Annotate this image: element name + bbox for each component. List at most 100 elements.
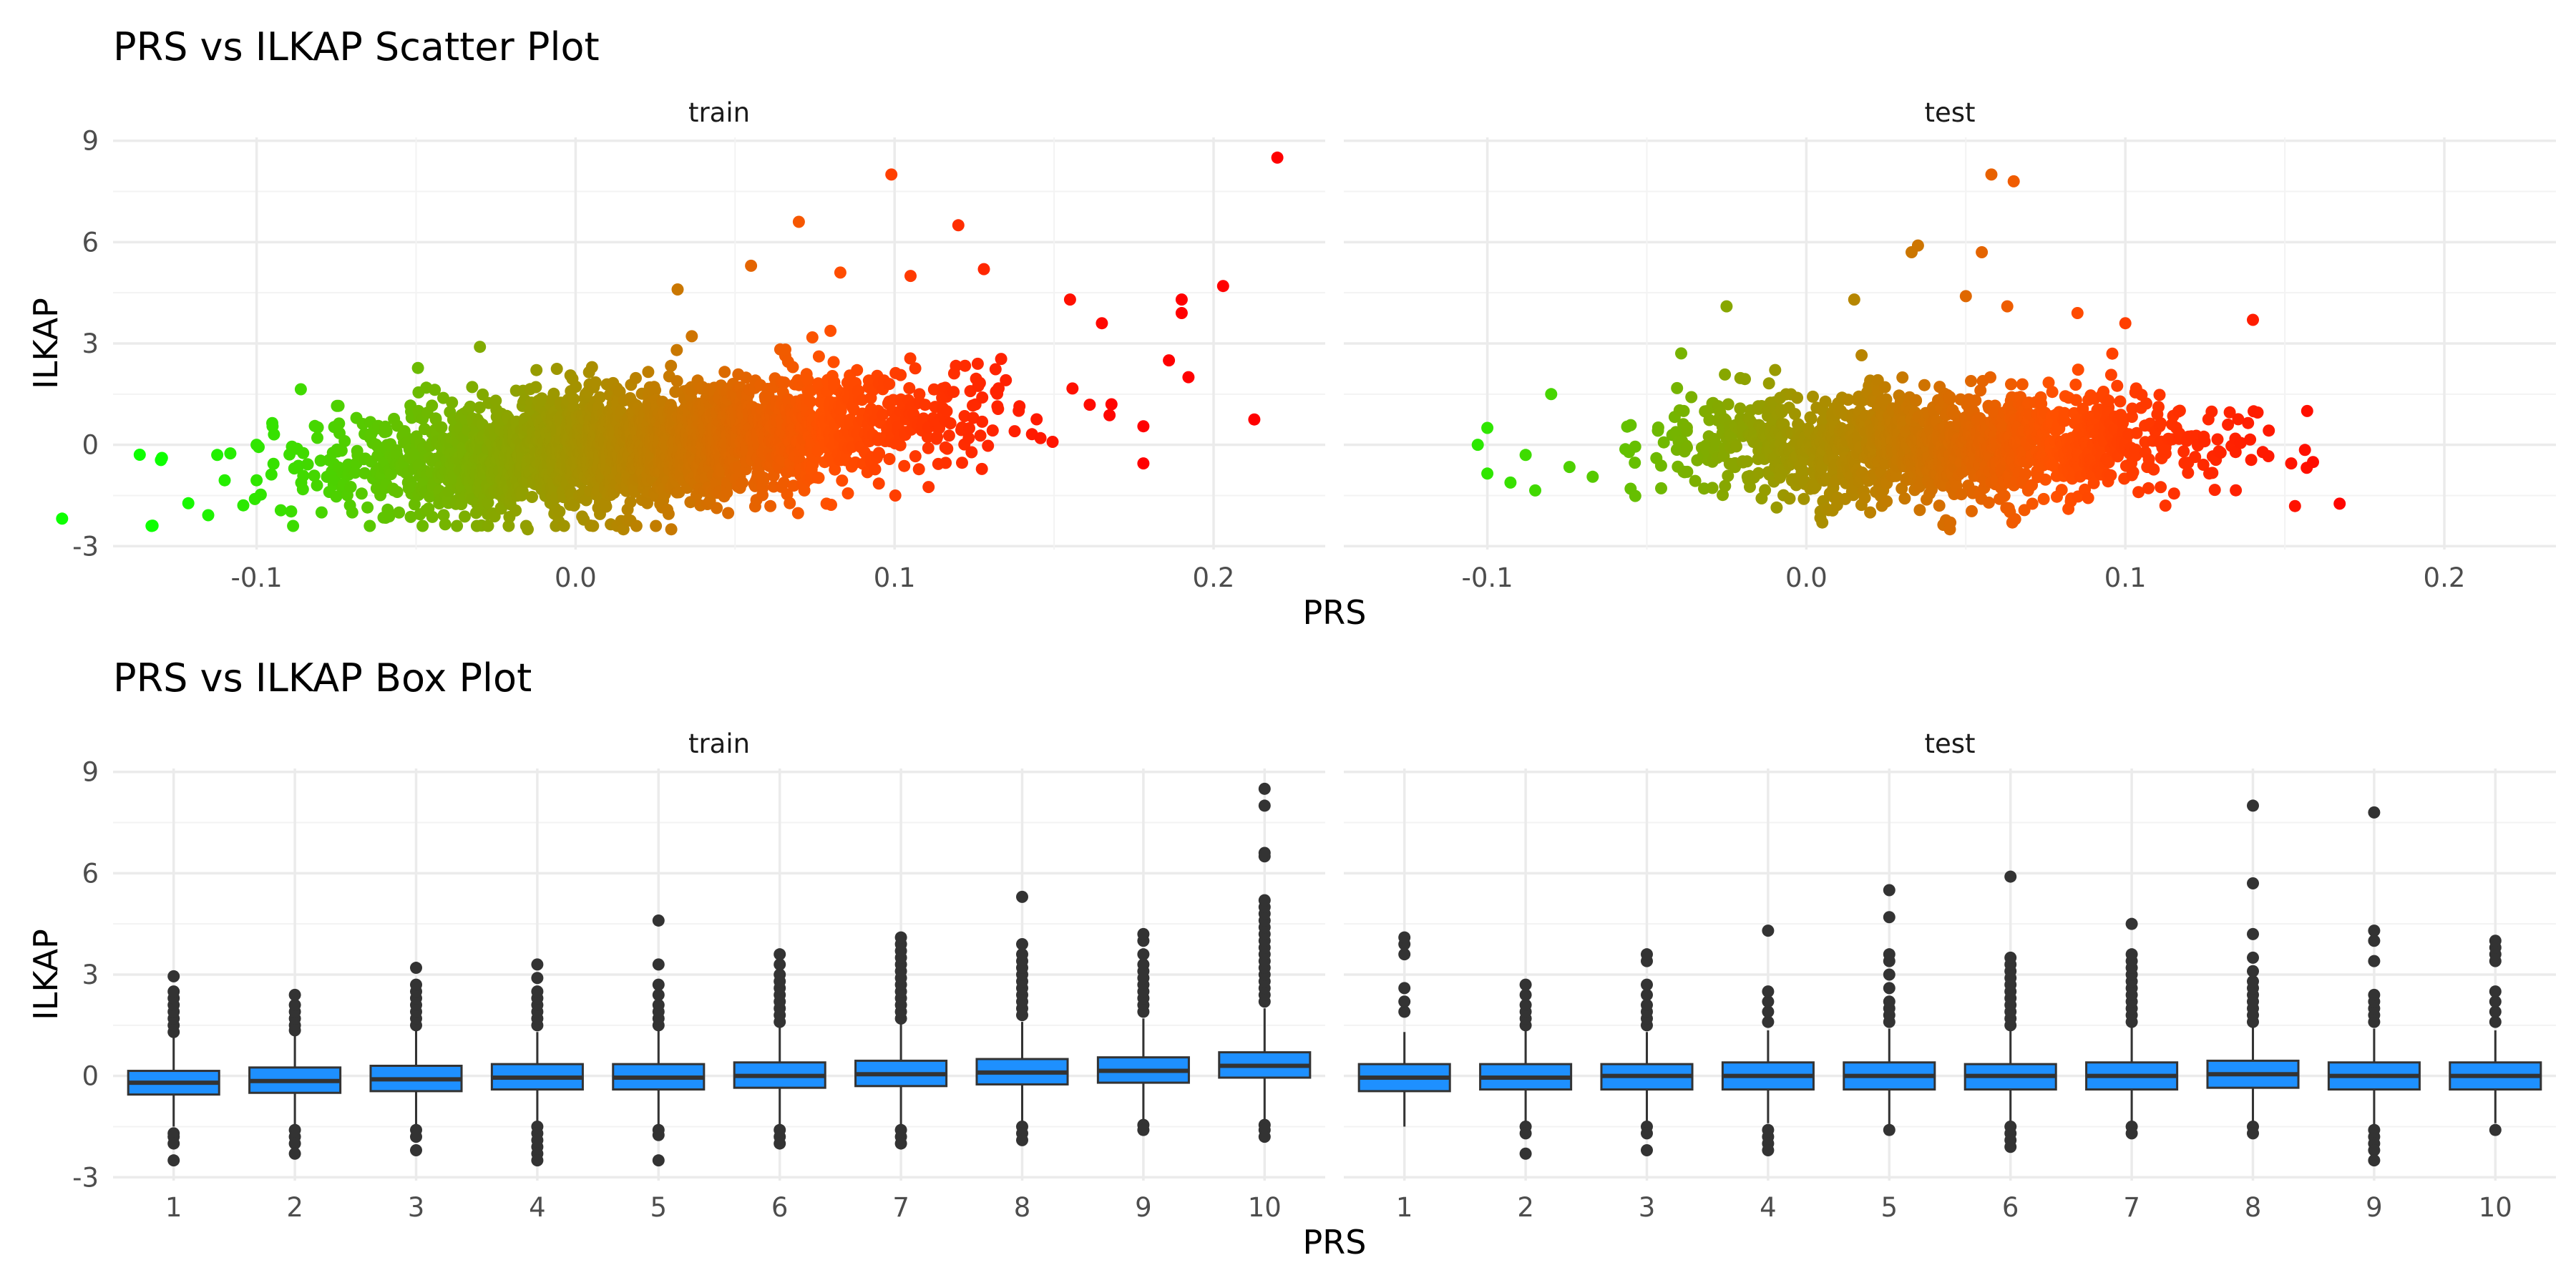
scatter-point bbox=[662, 507, 675, 520]
scatter-point bbox=[2104, 369, 2117, 381]
scatter-point bbox=[311, 421, 324, 434]
box-outlier bbox=[1398, 931, 1411, 944]
scatter-point bbox=[2152, 401, 2165, 414]
scatter-point bbox=[346, 506, 358, 519]
scatter-point bbox=[2001, 300, 2014, 313]
scatter-point bbox=[348, 467, 361, 479]
scatter-point bbox=[827, 356, 840, 369]
scatter-point bbox=[940, 405, 953, 418]
scatter-point bbox=[798, 484, 811, 497]
scatter-point bbox=[2069, 379, 2082, 391]
scatter-point bbox=[1985, 168, 1998, 181]
scatter-point bbox=[877, 408, 889, 421]
scatter-point bbox=[671, 283, 684, 296]
scatter-point bbox=[2298, 444, 2311, 457]
scatter-point bbox=[308, 469, 321, 482]
scatter-point bbox=[553, 505, 566, 518]
scatter-point bbox=[2208, 484, 2221, 497]
box-outlier bbox=[167, 1137, 180, 1150]
box-outlier bbox=[288, 988, 301, 1001]
scatter-point bbox=[182, 497, 195, 509]
box-outlier bbox=[2247, 951, 2259, 964]
scatter-point bbox=[344, 481, 357, 493]
scatter-point bbox=[2142, 482, 2155, 494]
scatter-point bbox=[296, 483, 309, 496]
box-x-tick-label: 8 bbox=[1014, 1192, 1031, 1223]
scatter-point bbox=[1878, 381, 1891, 394]
box-outlier bbox=[1258, 799, 1271, 812]
box-outlier bbox=[1258, 782, 1271, 795]
scatter-point bbox=[1519, 449, 1532, 462]
scatter-point bbox=[1896, 371, 1909, 384]
scatter-y-tick-label: 3 bbox=[82, 328, 99, 359]
scatter-strip-test: test bbox=[1924, 97, 1975, 128]
scatter-point bbox=[975, 462, 988, 475]
box-outlier bbox=[1258, 847, 1271, 859]
scatter-point bbox=[841, 487, 854, 499]
scatter-point bbox=[2177, 445, 2190, 458]
scatter-point bbox=[1965, 375, 1977, 387]
scatter-point bbox=[736, 477, 748, 489]
scatter-point bbox=[1013, 400, 1026, 413]
box-outlier bbox=[2489, 935, 2502, 947]
box-outlier bbox=[2004, 1141, 2017, 1153]
scatter-point bbox=[2102, 394, 2115, 407]
scatter-point bbox=[1998, 489, 2011, 502]
scatter-y-tick-label: 0 bbox=[82, 430, 99, 461]
scatter-point bbox=[547, 387, 560, 400]
scatter-y-tick-label: -3 bbox=[72, 531, 99, 562]
scatter-point bbox=[2039, 473, 2051, 486]
scatter-y-tick-label: 6 bbox=[82, 227, 99, 258]
scatter-point bbox=[624, 496, 637, 509]
scatter-point bbox=[974, 429, 987, 442]
scatter-point bbox=[1000, 374, 1013, 386]
box-outlier bbox=[1137, 927, 1150, 940]
scatter-point bbox=[2167, 487, 2180, 500]
box-x-tick-label: 7 bbox=[2123, 1192, 2140, 1223]
box-y-tick-label: 0 bbox=[82, 1061, 99, 1092]
box-outlier bbox=[2368, 806, 2381, 819]
scatter-point bbox=[464, 400, 477, 413]
scatter-point bbox=[1805, 412, 1818, 425]
scatter-point bbox=[1137, 420, 1150, 433]
scatter-point bbox=[2245, 454, 2258, 467]
box-outlier bbox=[1883, 968, 1896, 981]
scatter-point bbox=[804, 395, 817, 408]
scatter-point bbox=[1248, 413, 1261, 426]
scatter-point bbox=[297, 447, 310, 459]
scatter-point bbox=[1842, 394, 1855, 406]
scatter-point bbox=[1216, 280, 1229, 293]
box-y-tick-label: 9 bbox=[82, 757, 99, 788]
scatter-point bbox=[971, 357, 984, 370]
scatter-point bbox=[1103, 409, 1116, 421]
scatter-point bbox=[1982, 496, 1995, 509]
scatter-point bbox=[2104, 469, 2117, 482]
box-outlier bbox=[2247, 799, 2259, 812]
box-outlier bbox=[410, 962, 422, 975]
scatter-point bbox=[898, 459, 911, 472]
scatter-point bbox=[411, 361, 424, 374]
scatter-point bbox=[829, 463, 841, 476]
scatter-point bbox=[836, 474, 849, 487]
scatter-point bbox=[384, 468, 397, 481]
box-outlier bbox=[2489, 985, 2502, 998]
scatter-y-axis-label: ILKAP bbox=[26, 298, 65, 389]
scatter-point bbox=[285, 505, 298, 518]
box-outlier bbox=[1137, 948, 1150, 961]
scatter-point bbox=[1789, 408, 1801, 421]
scatter-point bbox=[2147, 463, 2160, 476]
box-outlier bbox=[652, 914, 665, 927]
scatter-point bbox=[650, 519, 663, 532]
scatter-point bbox=[56, 512, 69, 525]
scatter-x-tick-label: 0.0 bbox=[1785, 562, 1828, 593]
scatter-point bbox=[1675, 347, 1687, 360]
scatter-point bbox=[451, 519, 464, 532]
scatter-point bbox=[956, 457, 968, 469]
scatter-point bbox=[912, 463, 925, 476]
scatter-point bbox=[889, 489, 902, 502]
box-outlier bbox=[652, 1154, 665, 1167]
scatter-point bbox=[1933, 499, 1946, 512]
scatter-point bbox=[224, 447, 237, 460]
scatter-point bbox=[1783, 492, 1796, 505]
scatter-point bbox=[1652, 421, 1664, 434]
